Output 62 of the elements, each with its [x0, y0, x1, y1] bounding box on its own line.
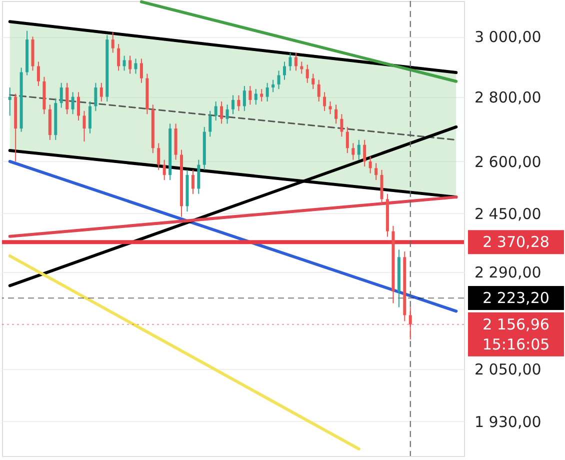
- candlestick: [162, 159, 166, 181]
- candlestick: [226, 104, 229, 124]
- y-tick-label: 2 290,00: [474, 264, 542, 282]
- ref-line-label: 2 156,96: [482, 315, 550, 334]
- candlestick: [334, 104, 338, 124]
- candlestick: [128, 55, 132, 74]
- candlestick: [66, 82, 69, 115]
- y-tick-label: 1 930,00: [474, 412, 542, 431]
- candlestick: [317, 79, 320, 102]
- candlestick: [306, 64, 309, 84]
- candlestick: [157, 142, 160, 170]
- ref-line-label: 2 370,28: [482, 233, 550, 252]
- candlestick: [88, 100, 92, 134]
- candlestick: [300, 61, 304, 74]
- candlestick: [374, 162, 378, 181]
- candlestick: [294, 52, 298, 72]
- candlestick: [277, 70, 280, 90]
- candlestick: [363, 139, 366, 167]
- candlestick: [312, 73, 315, 90]
- candlestick: [82, 110, 86, 142]
- y-tick-label: 3 000,00: [474, 28, 542, 46]
- candlestick: [266, 82, 269, 102]
- candlestick: [140, 58, 143, 84]
- candlestick: [36, 61, 40, 86]
- text: 15:16:05: [482, 335, 550, 354]
- candlestick: [60, 82, 63, 108]
- candlestick: [220, 100, 224, 124]
- y-tick-label: 2 600,00: [474, 152, 542, 171]
- candlestick: [254, 88, 258, 106]
- candlestick: [237, 94, 240, 112]
- candlestick: [100, 82, 103, 102]
- candlestick: [328, 100, 332, 115]
- candlestick: [408, 306, 412, 340]
- candlestick: [323, 92, 326, 112]
- candlestick: [272, 79, 275, 93]
- ref-line-label: 2 223,20: [482, 289, 550, 308]
- y-tick-label: 2 050,00: [474, 360, 542, 378]
- candlestick: [77, 92, 80, 121]
- candlestick: [260, 88, 264, 102]
- candlestick: [94, 82, 98, 112]
- candlestick: [248, 85, 252, 106]
- candlestick: [288, 52, 292, 72]
- candlestick: [214, 100, 218, 121]
- candlestick: [134, 58, 138, 74]
- candlestick: [197, 159, 200, 194]
- y-tick-label: 2 800,00: [474, 88, 542, 106]
- candlestick: [357, 139, 360, 160]
- candlestick: [71, 92, 74, 115]
- candlestick: [340, 114, 344, 138]
- candlestick: [346, 126, 349, 154]
- candlestick: [208, 110, 212, 138]
- candlestick: [8, 87, 12, 116]
- candlestick: [282, 61, 286, 80]
- candlestick: [352, 142, 355, 160]
- candlestick: [122, 55, 126, 72]
- candlestick: [242, 85, 246, 112]
- candlestick: [117, 43, 120, 72]
- candlestick: [368, 156, 372, 174]
- candlestick: [232, 94, 234, 115]
- candlestick: [191, 169, 194, 194]
- candlestick: [111, 32, 114, 54]
- y-tick-label: 2 450,00: [474, 204, 542, 223]
